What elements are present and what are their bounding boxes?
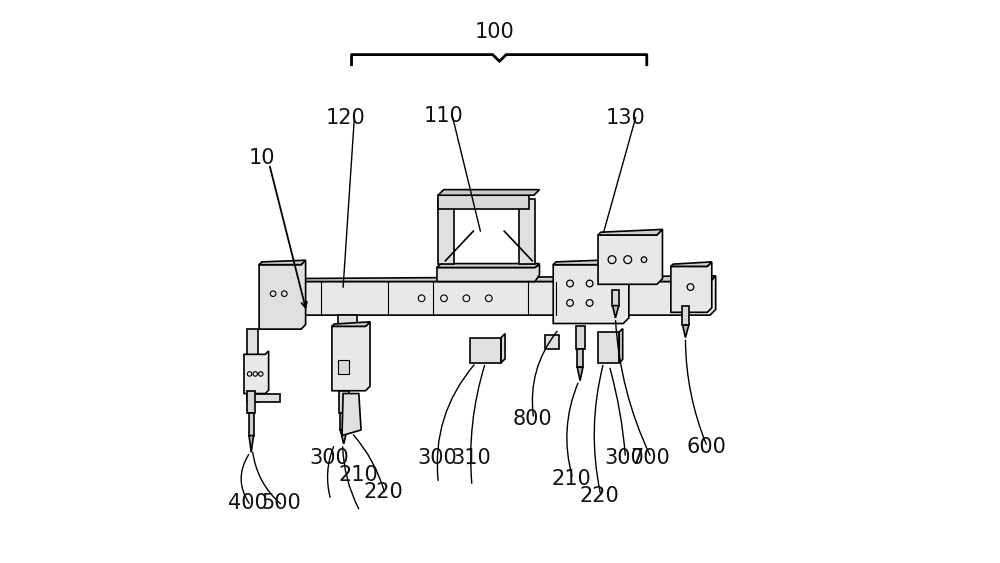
Bar — [612, 290, 619, 306]
Text: 100: 100 — [475, 22, 514, 42]
Bar — [576, 327, 585, 348]
Text: 300: 300 — [417, 448, 457, 468]
Polygon shape — [332, 322, 370, 391]
Polygon shape — [332, 322, 370, 327]
Text: 130: 130 — [606, 108, 646, 128]
Polygon shape — [249, 436, 254, 452]
Bar — [338, 360, 349, 374]
Text: 310: 310 — [451, 448, 491, 468]
Polygon shape — [553, 259, 629, 265]
Polygon shape — [619, 329, 623, 363]
Text: 600: 600 — [686, 437, 726, 457]
Bar — [340, 413, 347, 430]
Bar — [598, 332, 619, 363]
Polygon shape — [671, 262, 712, 266]
Text: 120: 120 — [326, 108, 366, 128]
Polygon shape — [342, 394, 361, 436]
Polygon shape — [598, 229, 662, 235]
Bar — [339, 391, 349, 413]
Polygon shape — [259, 260, 306, 329]
Polygon shape — [268, 276, 716, 282]
Bar — [577, 348, 583, 367]
Text: 220: 220 — [364, 481, 403, 502]
Polygon shape — [501, 334, 505, 363]
Text: 10: 10 — [249, 148, 275, 168]
Polygon shape — [683, 325, 689, 338]
Polygon shape — [553, 259, 629, 324]
Polygon shape — [437, 265, 539, 282]
Bar — [519, 199, 535, 263]
Polygon shape — [598, 229, 662, 284]
Polygon shape — [247, 329, 258, 402]
Polygon shape — [577, 367, 583, 381]
Bar — [545, 335, 559, 348]
Bar — [438, 195, 529, 209]
Bar — [247, 391, 255, 413]
Bar — [249, 413, 254, 436]
Text: 700: 700 — [630, 448, 670, 468]
Text: 110: 110 — [424, 106, 464, 126]
Bar — [470, 338, 501, 363]
Text: 500: 500 — [262, 493, 301, 513]
Polygon shape — [340, 430, 347, 444]
Text: 210: 210 — [339, 465, 379, 485]
Text: 800: 800 — [513, 409, 552, 429]
Bar — [682, 306, 689, 325]
Polygon shape — [438, 190, 539, 195]
Polygon shape — [437, 263, 539, 267]
Text: 210: 210 — [552, 469, 592, 489]
Polygon shape — [259, 260, 306, 265]
Bar — [338, 315, 357, 332]
Polygon shape — [613, 306, 619, 318]
Bar — [438, 199, 454, 263]
Polygon shape — [244, 351, 269, 394]
Polygon shape — [247, 394, 280, 402]
Polygon shape — [268, 276, 716, 315]
Text: 300: 300 — [604, 448, 644, 468]
Text: 300: 300 — [309, 448, 349, 468]
Text: 400: 400 — [228, 493, 268, 513]
Polygon shape — [671, 262, 712, 312]
Text: 220: 220 — [580, 485, 620, 506]
